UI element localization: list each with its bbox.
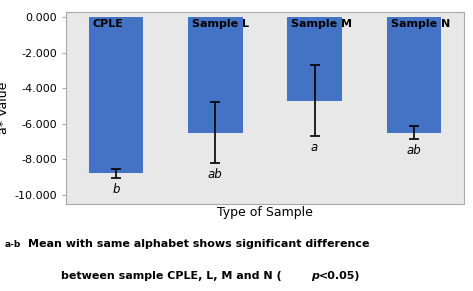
- Bar: [287, 17, 342, 101]
- X-axis label: Type of Sample: Type of Sample: [217, 207, 313, 219]
- Text: Sample M: Sample M: [291, 19, 352, 29]
- Bar: [88, 17, 143, 173]
- Text: <0.05): <0.05): [319, 271, 361, 281]
- Text: Sample N: Sample N: [391, 19, 450, 29]
- Text: Sample L: Sample L: [192, 19, 249, 29]
- Text: p: p: [311, 271, 319, 281]
- Text: Mean with same alphabet shows significant difference: Mean with same alphabet shows significan…: [28, 239, 370, 249]
- Text: between sample CPLE, L, M and N (: between sample CPLE, L, M and N (: [61, 271, 282, 281]
- Text: a: a: [311, 141, 318, 155]
- Y-axis label: a* Value: a* Value: [0, 81, 10, 134]
- Text: a-b: a-b: [5, 240, 21, 249]
- Bar: [188, 17, 243, 133]
- Text: ab: ab: [208, 168, 223, 181]
- Text: CPLE: CPLE: [93, 19, 123, 29]
- Text: ab: ab: [406, 144, 421, 157]
- Text: b: b: [112, 183, 120, 196]
- Bar: [386, 17, 441, 133]
